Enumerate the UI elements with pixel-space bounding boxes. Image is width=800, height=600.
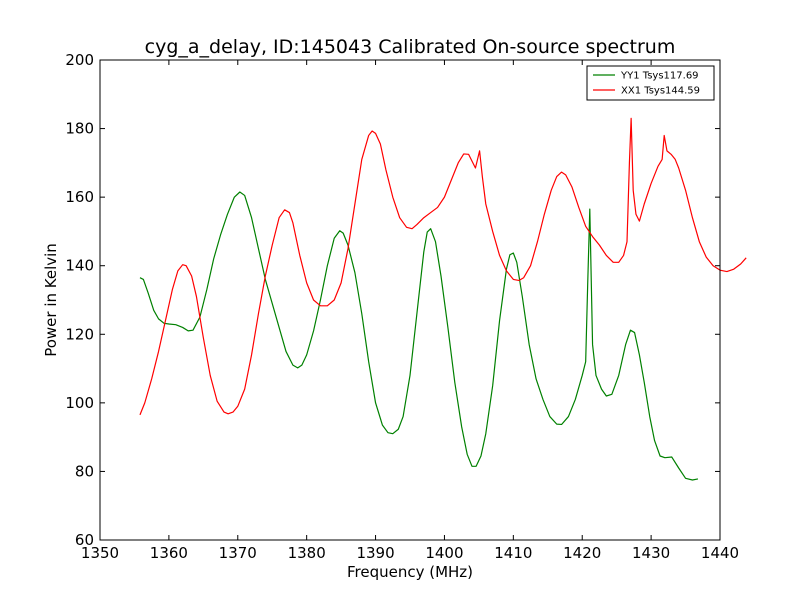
x-tick-label: 1430 [632, 544, 670, 562]
legend: YY1 Tsys117.69 XX1 Tsys144.59 [586, 65, 715, 101]
series-line-xx1 [139, 117, 747, 416]
x-tick-label: 1350 [81, 544, 119, 562]
legend-box [586, 65, 715, 101]
x-tick-label: 1420 [563, 544, 601, 562]
x-axis-label: Frequency (MHz) [347, 563, 473, 581]
y-tick-label: 120 [65, 325, 94, 343]
chart-title: cyg_a_delay, ID:145043 Calibrated On-sou… [145, 36, 676, 58]
series-layer [139, 117, 747, 481]
x-tick-label: 1400 [425, 544, 463, 562]
x-tick-label: 1380 [288, 544, 326, 562]
x-tick-label: 1360 [150, 544, 188, 562]
x-tick-label: 1370 [219, 544, 257, 562]
legend-label-xx1: XX1 Tsys144.59 [621, 86, 700, 97]
y-tick-label: 200 [65, 51, 94, 69]
y-tick-label: 180 [65, 120, 94, 138]
y-tick-label: 140 [65, 257, 94, 275]
y-tick-label: 160 [65, 188, 94, 206]
y-tick-label: 80 [75, 462, 94, 480]
x-tick-label: 1440 [701, 544, 739, 562]
legend-label-yy1: YY1 Tsys117.69 [620, 71, 699, 82]
plot-frame [99, 59, 721, 541]
tick-layer: 1350 1360 1370 1380 1390 1400 1410 1420 1430 1440… [65, 51, 739, 562]
x-tick-label: 1390 [356, 544, 394, 562]
y-axis-label: Power in Kelvin [42, 243, 60, 357]
series-line-yy1 [139, 191, 699, 481]
y-tick-label: 60 [75, 531, 94, 549]
y-tick-label: 100 [65, 394, 94, 412]
x-tick-label: 1410 [494, 544, 532, 562]
